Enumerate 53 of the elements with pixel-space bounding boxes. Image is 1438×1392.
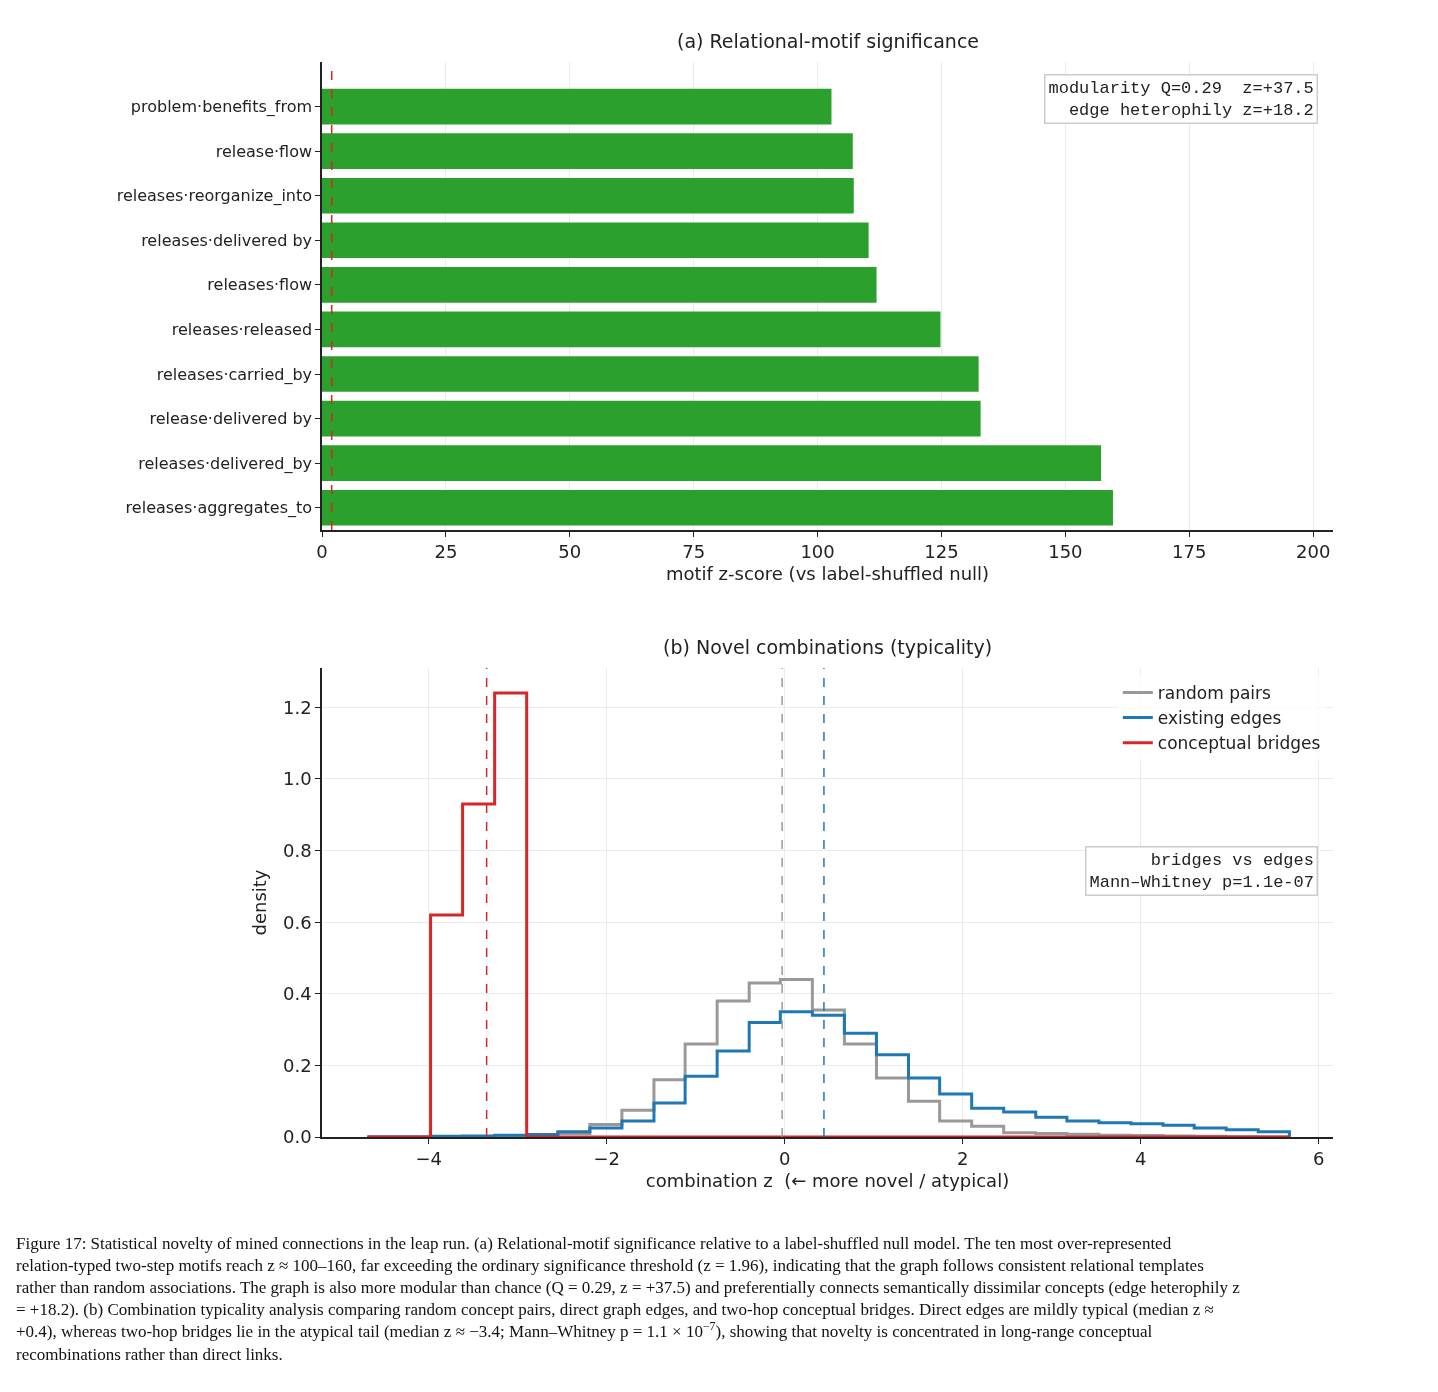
legend-label: existing edges [1157,708,1282,729]
x-tick-label: 6 [1313,1148,1325,1170]
x-tick-label: 2 [957,1148,969,1170]
x-tick-label: 50 [558,541,582,563]
x-tick-label: 100 [800,541,835,563]
bar [322,400,981,437]
bar [322,356,979,392]
y-tick-label: 0.4 [283,983,312,1005]
x-tick-label: −4 [415,1148,443,1170]
bar [322,177,854,214]
x-tick-label: 150 [1048,541,1083,563]
bar [322,445,1102,481]
y-tick-label: 0.2 [283,1054,312,1076]
y-tick-label: releases·released [171,320,313,340]
y-tick-label: releases·flow [207,275,313,295]
y-tick-label: 1.2 [283,696,312,718]
y-tick-label: releases·reorganize_into [116,186,313,207]
x-tick-label: 75 [682,541,706,563]
x-tick-label: 200 [1296,541,1331,563]
text: Figure 17: Statistical novelty of mined connections in the leap run. (a) Relational-motif significance relative to a label-shuffled null model. The ten most over-represented relation-typed two-step motifs reach z ≈ 100–160, far exceeding the ordinary significance threshold (z = 1.96), indicating that the graph follows consistent relational templates rather than random associations. The graph is also more modular than chance (Q = 0.29, z = +37.5) and preferentially connects semantically dissimilar concepts (edge heterophily z = +18.2). (b) Combination typicality analysis comparing random concept pairs, direct graph edges, and two-hop conceptual bridges. Direct edges are mildly typical (median z ≈ +0.4), whereas two-hop bridges lie in the atypical tail (median z ≈ −3.4; Mann–Whitney p = 1.1 × 10$^{−7}$), showing that novelty is concentrated in long-range conceptual recombinations rather than direct links. [16,1234,1240,1364]
chart-title: (b) Novel combinations (typicality) [663,636,993,658]
x-tick-label: 0 [316,541,328,563]
y-tick-label: problem·benefits_from [130,97,313,118]
x-tick-label: −2 [593,1148,621,1170]
x-tick-label: 125 [924,541,959,563]
annotation: bridges vs edges Mann–Whitney p=1.1e-07 [1089,850,1314,892]
legend-label: random pairs [1157,683,1272,704]
bar [322,222,869,259]
y-tick-label: releases·delivered_by [138,453,313,474]
chart-title: (a) Relational-motif significance [677,30,980,52]
y-tick-label: 1.0 [283,768,312,790]
y-tick-label: releases·carried_by [156,364,313,385]
x-tick-label: 0 [779,1148,791,1170]
legend-label: conceptual bridges [1157,733,1321,754]
bar [322,489,1113,526]
annotation: modularity Q=0.29 z=+37.5 edge heterophily z=+18.2 [1048,78,1314,120]
y-axis-title: density [248,869,270,936]
y-tick-label: releases·aggregates_to [125,498,313,519]
x-tick-label: 25 [434,541,458,563]
x-tick-label: 4 [1135,1148,1147,1170]
y-tick-label: 0.0 [283,1126,312,1148]
y-tick-label: release·delivered by [149,409,313,429]
x-axis-title: motif z-score (vs label-shuffled null) [665,562,990,584]
bar [322,88,832,125]
bar [322,133,853,169]
y-tick-label: release·flow [215,141,313,161]
y-tick-label: 0.6 [283,911,312,933]
bar [322,311,941,348]
x-axis-title: combination z (← more novel / atypical) [645,1169,1010,1191]
bar [322,267,877,303]
y-tick-label: 0.8 [283,839,312,861]
y-tick-label: releases·delivered by [141,230,313,250]
x-tick-label: 175 [1172,541,1207,563]
